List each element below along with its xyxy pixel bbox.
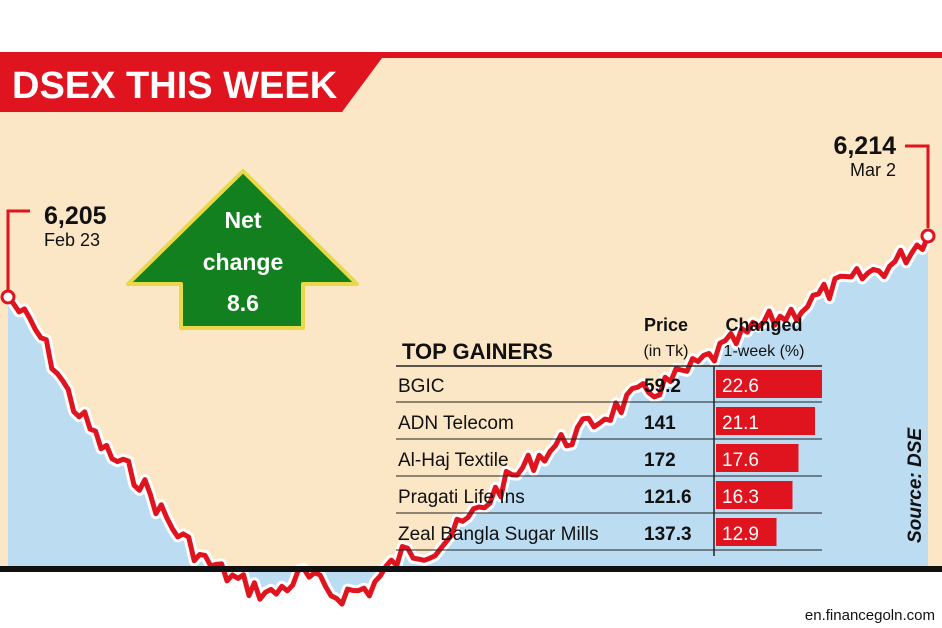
change-label: 12.9 <box>722 524 759 545</box>
source-label: Source: DSE <box>905 427 926 543</box>
end-date: Mar 2 <box>850 160 896 180</box>
change-label: 16.3 <box>722 487 759 508</box>
footer-credit: en.financegoln.com <box>805 607 935 624</box>
row-name: Al-Haj Textile <box>398 450 509 471</box>
chart-title: DSEX THIS WEEK <box>12 65 338 107</box>
row-name: ADN Telecom <box>398 413 514 434</box>
change-label: 22.6 <box>722 376 759 397</box>
start-value: 6,205 <box>44 202 107 230</box>
row-name: Zeal Bangla Sugar Mills <box>398 524 599 545</box>
row-price: 172 <box>644 450 676 471</box>
row-price: 121.6 <box>644 487 692 508</box>
change-header-1: Changed <box>725 315 802 335</box>
start-date: Feb 23 <box>44 230 100 250</box>
net-change-arrow <box>126 169 359 330</box>
title-banner <box>0 58 382 112</box>
row-price: 137.3 <box>644 524 692 545</box>
row-price: 141 <box>644 413 676 434</box>
bottom-rule <box>0 566 942 572</box>
table-title: TOP GAINERS <box>402 339 553 364</box>
change-bar <box>716 518 777 546</box>
dsex-line <box>5 233 931 607</box>
area-fill <box>8 236 928 605</box>
change-bar <box>716 481 793 509</box>
row-price: 59.2 <box>644 376 681 397</box>
top-rule <box>0 52 942 58</box>
end-value: 6,214 <box>833 132 896 160</box>
change-bar <box>716 407 815 435</box>
start-marker <box>0 209 30 305</box>
table-rows: BGIC 59.2 22.6 ADN Telecom 141 21.1 Al-Haj Tex… <box>396 370 822 551</box>
change-bar <box>716 370 822 398</box>
row-name: Pragati Life Ins <box>398 487 525 508</box>
net-change-label-2: change <box>203 249 284 275</box>
price-header-2: (in Tk) <box>643 343 688 360</box>
row-name: BGIC <box>398 376 444 397</box>
change-bar <box>716 444 799 472</box>
change-header-2: 1-week (%) <box>724 343 805 360</box>
change-label: 17.6 <box>722 450 759 471</box>
net-change-value: 8.6 <box>227 290 259 316</box>
change-label: 21.1 <box>722 413 759 434</box>
net-change-label-1: Net <box>224 207 261 233</box>
price-header-1: Price <box>644 315 688 335</box>
top-gainers-table: TOP GAINERS Price (in Tk) Changed 1-week… <box>396 315 822 556</box>
end-marker <box>905 144 936 244</box>
